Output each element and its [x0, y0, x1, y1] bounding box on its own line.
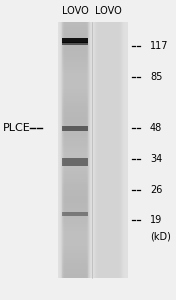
Text: 26: 26 [150, 185, 162, 195]
Text: 85: 85 [150, 72, 162, 82]
Text: LOVO: LOVO [95, 6, 121, 16]
Text: 19: 19 [150, 215, 162, 225]
Text: PLCE: PLCE [3, 123, 31, 133]
Text: 34: 34 [150, 154, 162, 164]
Text: 117: 117 [150, 41, 168, 51]
Text: 48: 48 [150, 123, 162, 133]
Text: (kD): (kD) [150, 231, 171, 242]
Bar [62, 126, 88, 131]
Bar [62, 158, 88, 166]
Bar [62, 212, 88, 216]
Bar [62, 38, 88, 43]
Text: LOVO: LOVO [62, 6, 88, 16]
Bar [62, 42, 88, 45]
